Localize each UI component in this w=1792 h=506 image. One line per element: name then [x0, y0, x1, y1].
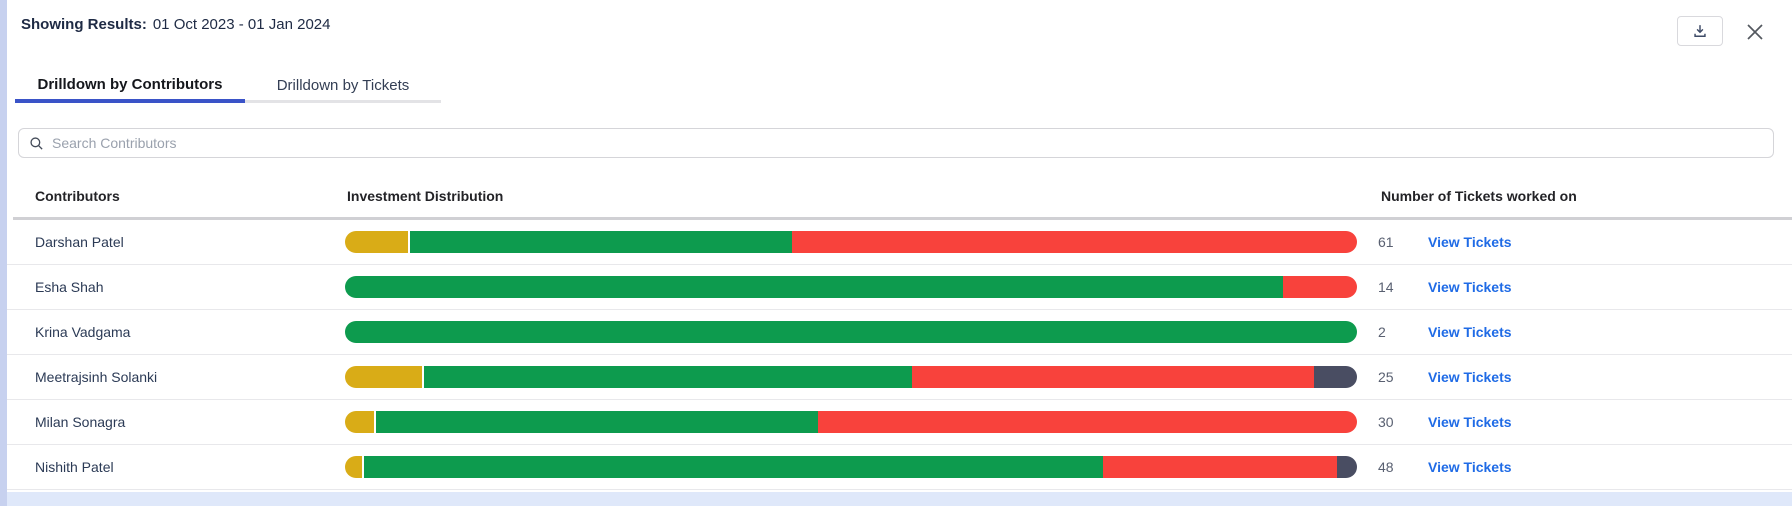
investment-bar: [345, 276, 1357, 298]
bar-segment-red: [1283, 276, 1357, 298]
tab-drilldown-by-contributors[interactable]: Drilldown by Contributors: [15, 70, 245, 103]
drilldown-card: Showing Results: 01 Oct 2023 - 01 Jan 20…: [7, 0, 1792, 492]
investment-bar: [345, 456, 1357, 478]
tickets-count: 30: [1378, 414, 1394, 430]
bar-segment-red: [1102, 456, 1337, 478]
showing-results-label: Showing Results:: [21, 16, 147, 33]
tab-drilldown-by-tickets[interactable]: Drilldown by Tickets: [245, 70, 441, 103]
view-tickets-link[interactable]: View Tickets: [1428, 234, 1512, 250]
search-input[interactable]: [52, 135, 1763, 151]
bar-segment-yellow: [345, 456, 365, 478]
contributor-name: Esha Shah: [35, 279, 104, 295]
download-icon: [1691, 22, 1709, 40]
investment-bar: [345, 231, 1357, 253]
contributor-name: Darshan Patel: [35, 234, 124, 250]
bar-segment-green: [376, 411, 818, 433]
showing-results: Showing Results: 01 Oct 2023 - 01 Jan 20…: [21, 16, 330, 33]
contributor-name: Milan Sonagra: [35, 414, 126, 430]
contributor-name: Krina Vadgama: [35, 324, 131, 340]
contributor-name: Nishith Patel: [35, 459, 114, 475]
tickets-count: 61: [1378, 234, 1394, 250]
tickets-count: 25: [1378, 369, 1394, 385]
table-row: Esha Shah 14 View Tickets: [7, 265, 1792, 310]
view-tickets-link[interactable]: View Tickets: [1428, 459, 1512, 475]
close-button[interactable]: [1742, 19, 1768, 45]
investment-bar: [345, 411, 1357, 433]
bar-segment-green: [423, 366, 912, 388]
tickets-count: 14: [1378, 279, 1394, 295]
view-tickets-link[interactable]: View Tickets: [1428, 369, 1512, 385]
bar-segment-green: [364, 456, 1103, 478]
investment-bar: [345, 366, 1357, 388]
bar-segment-green: [345, 321, 1357, 343]
table-header-divider: [13, 217, 1792, 220]
close-icon: [1744, 21, 1766, 43]
bar-segment-yellow: [345, 411, 377, 433]
investment-bar: [345, 321, 1357, 343]
bar-segment-yellow: [345, 231, 410, 253]
bar-segment-yellow: [345, 366, 424, 388]
bar-segment-red: [792, 231, 1357, 253]
tickets-count: 2: [1378, 324, 1386, 340]
bar-segment-red: [817, 411, 1357, 433]
view-tickets-link[interactable]: View Tickets: [1428, 279, 1512, 295]
date-range: 01 Oct 2023 - 01 Jan 2024: [152, 16, 331, 33]
search-icon: [29, 136, 44, 151]
bar-segment-dark: [1314, 366, 1357, 388]
table-row: Krina Vadgama 2 View Tickets: [7, 310, 1792, 355]
bar-segment-green: [409, 231, 793, 253]
table-body: Darshan Patel 61 View Tickets Esha Shah …: [7, 220, 1792, 490]
contributor-name: Meetrajsinh Solanki: [35, 369, 158, 385]
bar-segment-dark: [1336, 456, 1357, 478]
table-header: Contributors Investment Distribution Num…: [7, 188, 1792, 214]
view-tickets-link[interactable]: View Tickets: [1428, 324, 1512, 340]
tickets-count: 48: [1378, 459, 1394, 475]
view-tickets-link[interactable]: View Tickets: [1428, 414, 1512, 430]
page-background-edge: [0, 0, 7, 506]
search-contributors-box[interactable]: [18, 128, 1774, 158]
download-button[interactable]: [1677, 16, 1723, 46]
drilldown-tabs: Drilldown by Contributors Drilldown by T…: [15, 70, 441, 103]
bar-segment-red: [911, 366, 1315, 388]
table-row: Nishith Patel 48 View Tickets: [7, 445, 1792, 490]
column-header-investment-distribution: Investment Distribution: [347, 188, 504, 204]
bar-segment-green: [345, 276, 1284, 298]
table-row: Meetrajsinh Solanki 25 View Tickets: [7, 355, 1792, 400]
table-row: Milan Sonagra 30 View Tickets: [7, 400, 1792, 445]
column-header-contributors: Contributors: [35, 188, 120, 204]
column-header-number-of-tickets: Number of Tickets worked on: [1381, 188, 1577, 204]
table-row: Darshan Patel 61 View Tickets: [7, 220, 1792, 265]
